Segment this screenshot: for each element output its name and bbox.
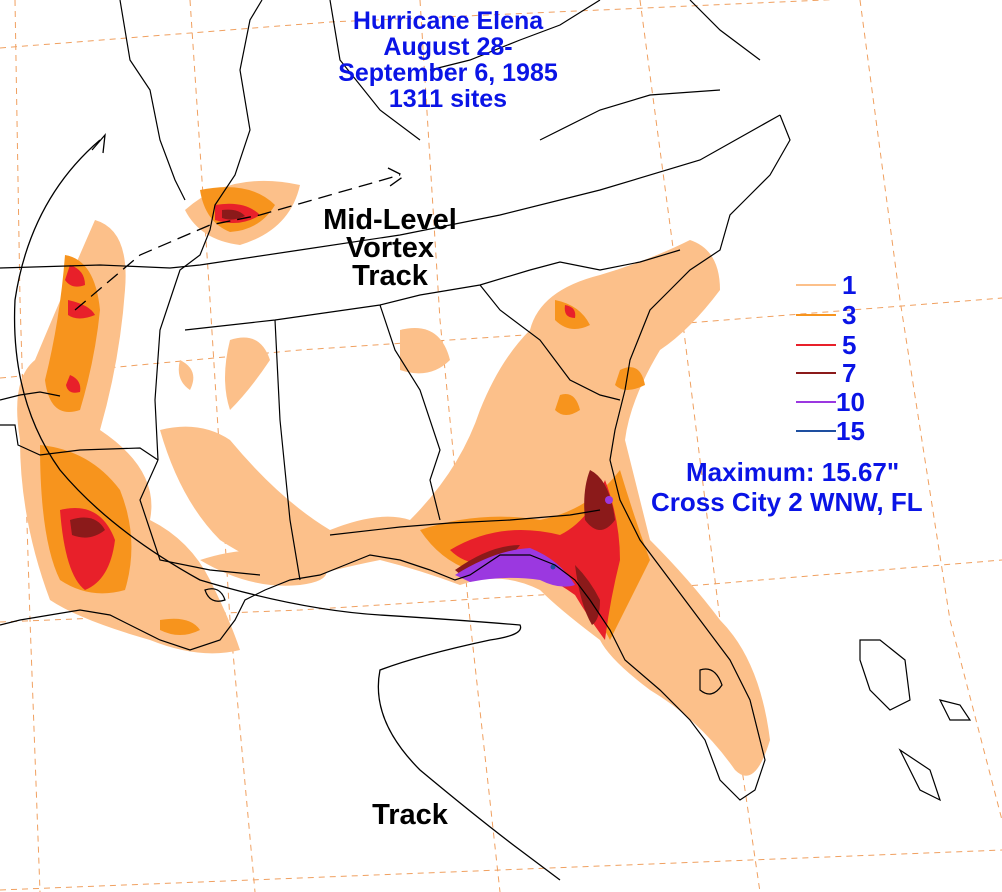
rainfall-10in xyxy=(455,496,613,587)
legend-label: 15 xyxy=(836,416,865,446)
maximum-location: Cross City 2 WNW, FL xyxy=(651,487,923,517)
legend-label: 1 xyxy=(842,270,857,300)
legend-item: 1 xyxy=(796,272,916,300)
legend-item: 15 xyxy=(796,418,916,446)
legend-swatch xyxy=(796,372,836,374)
rainfall-15in xyxy=(550,564,556,570)
state-borders xyxy=(0,0,781,581)
legend-item: 7 xyxy=(796,360,916,388)
legend-label: 7 xyxy=(842,358,857,388)
legend-swatch xyxy=(796,401,836,403)
track-label: Track xyxy=(372,799,448,831)
vortex-label-line-3: Track xyxy=(352,260,428,292)
legend-label: 10 xyxy=(836,387,865,417)
legend-swatch xyxy=(796,344,836,346)
vortex-track xyxy=(74,167,406,311)
storm-track xyxy=(13,132,561,881)
title-line-4: 1311 sites xyxy=(388,85,508,113)
legend-swatch xyxy=(796,284,836,286)
legend-item: 3 xyxy=(796,302,916,330)
legend-swatch xyxy=(796,430,836,432)
title-line-3: September 6, 1985 xyxy=(338,59,558,87)
coastline xyxy=(0,114,972,802)
vortex-label-line-1: Mid-Level xyxy=(323,204,457,236)
vortex-label-line-2: Vortex xyxy=(345,232,435,264)
title-line-1: Hurricane Elena xyxy=(352,7,544,35)
title-line-2: August 28- xyxy=(383,33,513,61)
legend-swatch xyxy=(796,314,836,316)
legend-item: 5 xyxy=(796,332,916,360)
legend-label: 5 xyxy=(842,330,857,360)
legend-label: 3 xyxy=(842,300,857,330)
legend-item: 10 xyxy=(796,389,916,417)
maximum-value: Maximum: 15.67" xyxy=(686,457,900,487)
